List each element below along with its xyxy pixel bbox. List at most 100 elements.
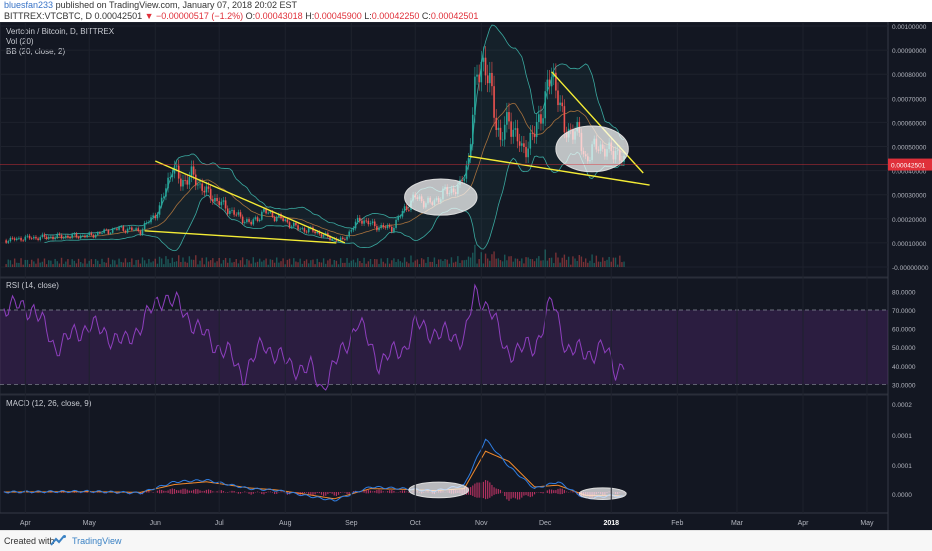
macd-histogram-bar [479,483,480,498]
tradingview-brand-link[interactable]: TradingView [72,536,122,546]
candle-body [29,236,31,239]
volume-bar [385,264,386,267]
macd-histogram-bar [199,490,200,493]
candle-body [95,235,97,238]
macd-histogram-bar [400,491,401,492]
volume-bar [457,256,458,267]
volume-bar [481,252,482,267]
volume-bar [78,259,79,267]
candle-body [559,103,561,105]
candle-body [357,218,359,222]
volume-bar [583,262,584,267]
volume-bar [240,260,241,267]
volume-bar [440,259,441,267]
volume-bar [351,261,352,267]
volume-bar [519,261,520,267]
macd-histogram-bar [238,492,239,494]
volume-bar [397,259,398,267]
candle-body [61,235,63,238]
author-link[interactable]: bluesfan233 [4,0,53,10]
volume-bar [165,256,166,267]
time-tick-label: Apr [798,520,810,527]
volume-bar [291,264,292,267]
volume-bar [150,262,151,267]
volume-bar [498,258,499,267]
volume-bar [532,259,533,267]
candle-body [527,149,529,158]
candle-body [184,180,186,181]
volume-bar [594,263,595,267]
tradingview-logo-icon[interactable] [50,535,68,546]
candle-body [88,233,90,235]
macd-histogram-bar [159,490,160,494]
volume-bar [246,259,247,267]
volume-bar [297,262,298,267]
time-tick-label: Aug [279,520,292,527]
volume-bar [101,259,102,267]
candle-body [231,210,233,211]
volume-bar [598,262,599,267]
macd-histogram-bar [500,490,501,493]
candle-body [116,229,118,230]
macd-histogram-bar [511,492,512,499]
volume-bar [12,264,13,267]
volume-bar [191,260,192,267]
chart-canvas[interactable]: Vertcoin / Bitcoin, D, BITTREX Vol (20) … [0,22,932,530]
candle-body [238,212,240,214]
candle-body [466,165,468,178]
volume-bar [312,260,313,267]
candle-body [378,228,380,231]
candle-body [127,229,129,233]
volume-bar [404,257,405,267]
candle-body [289,222,291,227]
candle-body [299,229,301,230]
volume-bar [608,257,609,267]
candle-body [223,200,225,201]
volume-bar [453,263,454,267]
volume-bar [189,256,190,267]
candle-body [229,211,231,214]
candle-body [59,234,61,235]
candle-body [131,227,133,230]
candle-body [225,200,227,208]
macd-histogram-bar [496,489,497,495]
volume-bar [103,262,104,267]
volume-bar [338,264,339,267]
candle-body [308,228,310,232]
volume-bar [131,258,132,267]
macd-histogram-bar [523,492,524,496]
volume-bar [400,261,401,267]
volume-bar [35,264,36,267]
volume-bar [419,264,420,267]
volume-bar [144,260,145,267]
candle-body [561,103,563,107]
volume-bar [229,258,230,267]
rsi-tick-label: 30.0000 [892,382,916,389]
volume-bar [323,258,324,267]
volume-bar [80,262,81,267]
volume-bar [250,264,251,267]
volume-bar [167,259,168,267]
volume-bar [383,262,384,267]
macd-histogram-bar [560,488,561,494]
volume-bar [61,258,62,267]
candle-body [227,208,229,213]
volume-bar [106,263,107,267]
macd-histogram-bar [572,491,573,492]
volume-bar [152,261,153,267]
macd-histogram-bar [555,490,556,493]
macd-histogram-bar [525,492,526,495]
volume-bar [93,264,94,267]
candle-body [101,233,103,234]
volume-bar [110,264,111,267]
candle-body [114,229,116,230]
volume-bar [496,259,497,267]
volume-bar [406,262,407,267]
candle-body [242,217,244,224]
volume-bar [210,260,211,267]
macd-histogram-bar [180,490,181,494]
time-tick-label: Oct [410,520,421,527]
macd-histogram-bar [487,481,488,499]
candle-body [502,140,504,141]
volume-bar [421,258,422,267]
